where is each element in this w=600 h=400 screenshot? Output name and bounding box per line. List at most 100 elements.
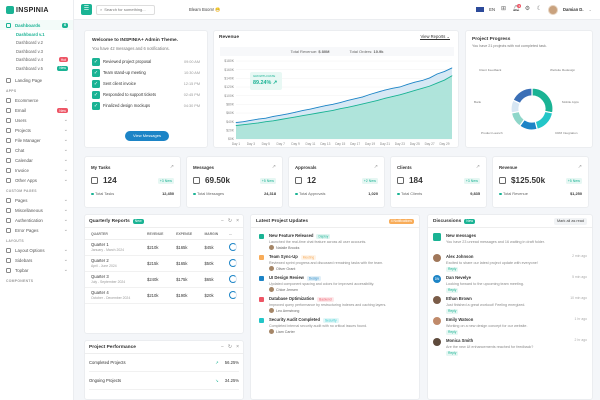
stat-title: Clients (397, 164, 412, 170)
discussion-item[interactable]: Monica Smith 2 hr ago Are the new UI enhan… (433, 335, 587, 356)
data-point (392, 87, 393, 89)
quarterly-title: Quarterly Reports (89, 218, 130, 224)
sidebar-subitem[interactable]: Dashboard v.1 (0, 30, 73, 39)
discussions-card: Discussions New Mark all as read New mes… (427, 214, 593, 400)
sidebar-item[interactable]: Pages ⌄ (0, 196, 73, 206)
minus-icon[interactable]: − (220, 344, 224, 350)
y-tick-label: $20K (226, 129, 235, 133)
update-author: Leo Armstrong (276, 308, 300, 313)
sidebar-item[interactable]: Authentication ⌄ (0, 216, 73, 226)
update-item[interactable]: New Feature Released Deploy Launched the r… (259, 230, 414, 251)
sidebar-item[interactable]: Calendar ⌄ (0, 156, 73, 166)
grid-icon[interactable]: ⊞ (500, 6, 507, 12)
project-performance-card: Project Performance − ↻ × Completed Projec… (84, 340, 244, 400)
mark-all-read-button[interactable]: Mark all as read (553, 217, 587, 225)
status-dot (397, 192, 400, 196)
donut-slice (531, 87, 554, 114)
reply-button[interactable]: Reply (446, 329, 459, 335)
update-item[interactable]: Database Optimization Backend Improved que… (259, 293, 414, 314)
x-tick-label: Day 29 (439, 142, 449, 146)
user-name[interactable]: Damian D. (563, 7, 584, 12)
y-tick-label: $100K (224, 94, 235, 98)
sidebar-item[interactable]: Invoice ⌄ (0, 166, 73, 176)
refresh-icon[interactable]: ↻ (227, 344, 233, 350)
column-header: REVENUE (147, 230, 177, 240)
reply-button[interactable]: Reply (446, 266, 459, 272)
sidebar-item-dashboards[interactable]: Dashboards 6 (0, 20, 73, 30)
sidebar-item[interactable]: Topbar ⌄ (0, 266, 73, 276)
sidebar-item-landing[interactable]: Landing Page (0, 76, 73, 86)
discussion-text: Just finished a great workout! Feeling e… (446, 302, 526, 307)
close-icon[interactable]: × (236, 218, 239, 224)
moon-icon[interactable]: ☾ (536, 6, 543, 12)
sidebar-item[interactable]: Projects ⌄ (0, 126, 73, 136)
sidebar-subitem[interactable]: Dashboard v.3 (0, 47, 73, 56)
sidebar-item[interactable]: Error Pages ⌄ (0, 226, 73, 236)
external-link-icon[interactable]: ↗ (373, 164, 378, 170)
cell-rev: $210k (147, 287, 177, 304)
sidebar-item[interactable]: Chat ⌄ (0, 146, 73, 156)
avatar[interactable] (548, 4, 558, 15)
reply-button[interactable]: Reply (446, 287, 459, 293)
sidebar-subitem[interactable]: Dashboard v.5 New (0, 64, 73, 73)
sidebar-item[interactable]: File Manager ⌄ (0, 136, 73, 146)
table-row[interactable]: Quarter 3 July - September 2024 $240k $175k… (85, 271, 243, 288)
data-point (421, 80, 423, 81)
sidebar-subitem[interactable]: Dashboard v.4 Hot (0, 56, 73, 65)
update-item[interactable]: Security Audit Completed Security Complete… (259, 314, 414, 335)
sidebar-item[interactable]: Ecommerce ⌄ (0, 96, 73, 106)
reply-button[interactable]: Reply (446, 350, 459, 356)
table-row[interactable]: Quarter 1 January - March 2024 $210k $165k $… (85, 239, 243, 256)
update-item[interactable]: UI Design Review Design Updated component … (259, 272, 414, 293)
sidebar-item[interactable]: Users ⌄ (0, 116, 73, 126)
sidebar-item[interactable]: Email New (0, 106, 73, 116)
logo-mark-icon (6, 6, 14, 14)
chevron-down-icon: ⌄ (63, 157, 68, 163)
x-tick-label: Day 5 (262, 142, 271, 146)
view-reports-button[interactable]: View Reports ⌄ (420, 34, 450, 40)
brand-logo[interactable]: INSPINIA (0, 0, 73, 20)
discussion-item[interactable]: Ethan Brown 10 min ago Just finished a gre… (433, 293, 587, 314)
chevron-down-icon[interactable]: ⌄ (588, 7, 592, 12)
topbar: ☰ ⌕ Bleam Boom! 😁 EN ⊞ 🔔︎3 ⚙ ☾ Damian D.… (74, 0, 600, 20)
close-icon[interactable]: × (236, 344, 239, 350)
data-point (429, 85, 431, 87)
search-input[interactable] (104, 7, 153, 12)
language-selector[interactable]: EN (489, 7, 495, 12)
x-tick-label: Day 1 (232, 142, 241, 146)
discussion-item[interactable]: Alex Johnson 2 min ago Excited to share ou… (433, 251, 587, 272)
discussion-item[interactable]: New messages You have 23 unread messages … (433, 230, 587, 251)
discussion-item[interactable]: Emily Watson 1 hr ago Working on a new des… (433, 314, 587, 335)
sidebar-item[interactable]: Miscellaneous ⌄ (0, 206, 73, 216)
external-link-icon[interactable]: ↗ (577, 164, 582, 170)
x-tick-label: Day 19 (365, 142, 375, 146)
gear-icon[interactable]: ⚙ (524, 6, 531, 12)
sidebar-subitem[interactable]: Dashboard v.2 (0, 39, 73, 48)
search-box[interactable]: ⌕ (96, 4, 155, 15)
stat-card: My Tasks ↗ 124 +3 New Total Tasks 12,450 (84, 156, 181, 208)
refresh-icon[interactable]: ↻ (227, 218, 233, 224)
y-tick-label: $180K (224, 59, 235, 63)
chevron-down-icon: ⌄ (63, 147, 68, 153)
update-item[interactable]: Team Sync-Up Meeting Reviewed sprint progr… (259, 251, 414, 272)
view-messages-button[interactable]: View Messages (125, 131, 169, 141)
table-row[interactable]: Quarter 2 April - June 2024 $215k $165k $50k (85, 255, 243, 272)
data-point (243, 124, 244, 126)
external-link-icon[interactable]: ↗ (169, 164, 174, 170)
minus-icon[interactable]: − (220, 218, 224, 224)
external-link-icon[interactable]: ↗ (475, 164, 480, 170)
sidebar-item[interactable]: Layout Options ⌄ (0, 246, 73, 256)
home-icon (6, 22, 11, 28)
menu-toggle-button[interactable]: ☰ (81, 4, 92, 15)
bell-icon[interactable]: 🔔︎ 3 (512, 4, 521, 12)
external-link-icon[interactable]: ↗ (271, 164, 276, 170)
trend-icon: ↗ (215, 360, 219, 365)
data-point (406, 92, 408, 93)
avatar: DN (433, 275, 441, 283)
sidebar-item[interactable]: Sidebars ⌄ (0, 256, 73, 266)
discussion-item[interactable]: DN Dan Nevelye 5 min ago Looking forward to… (433, 272, 587, 293)
table-row[interactable]: Quarter 4 October - December 2024 $210k $19… (85, 287, 243, 304)
sidebar-item[interactable]: Other Apps ⌄ (0, 176, 73, 186)
reply-button[interactable]: Reply (446, 308, 459, 314)
flag-icon[interactable] (476, 7, 485, 12)
